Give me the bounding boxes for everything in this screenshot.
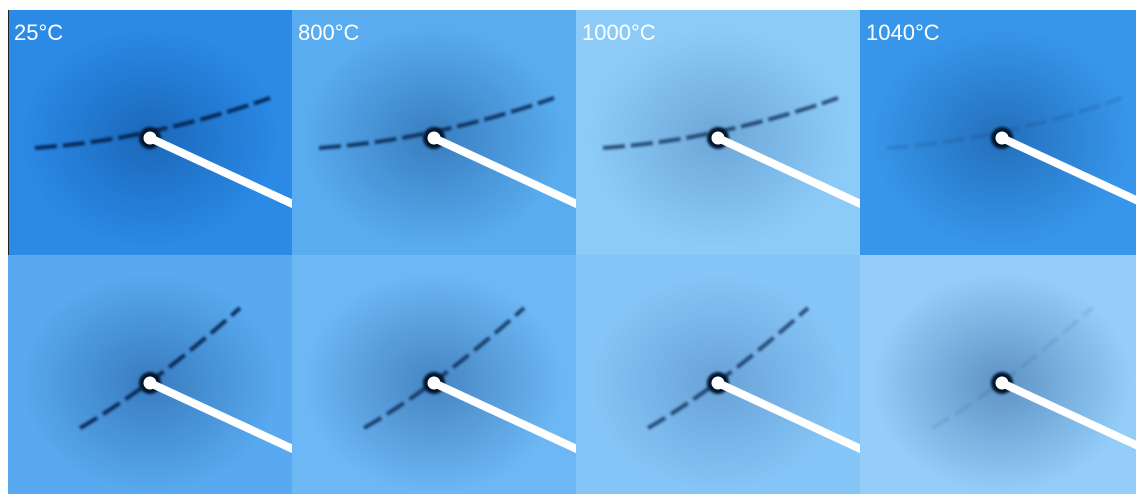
pattern-panel <box>8 255 310 494</box>
beamstop-disc <box>144 132 157 145</box>
pattern-panel <box>8 10 310 255</box>
beamstop-disc <box>996 377 1009 390</box>
panel-label: 800°C <box>298 20 360 45</box>
panel-label: 25°C <box>14 20 63 45</box>
beamstop-disc <box>712 377 725 390</box>
beamstop-disc <box>428 132 441 145</box>
pattern-panel <box>860 10 1136 255</box>
beamstop-disc <box>712 132 725 145</box>
figure: 25°C 800°C 1000°C 1040°C <box>0 0 1136 494</box>
pattern-panel <box>292 255 594 494</box>
pattern-panel <box>576 255 878 494</box>
pattern-panel <box>292 10 594 255</box>
beamstop-disc <box>144 377 157 390</box>
panel-grid <box>8 10 1136 494</box>
beamstop-disc <box>996 132 1009 145</box>
panel-label: 1040°C <box>866 20 940 45</box>
pattern-panel <box>576 10 878 255</box>
panel-label: 1000°C <box>582 20 656 45</box>
beamstop-disc <box>428 377 441 390</box>
pattern-panel <box>860 255 1136 494</box>
